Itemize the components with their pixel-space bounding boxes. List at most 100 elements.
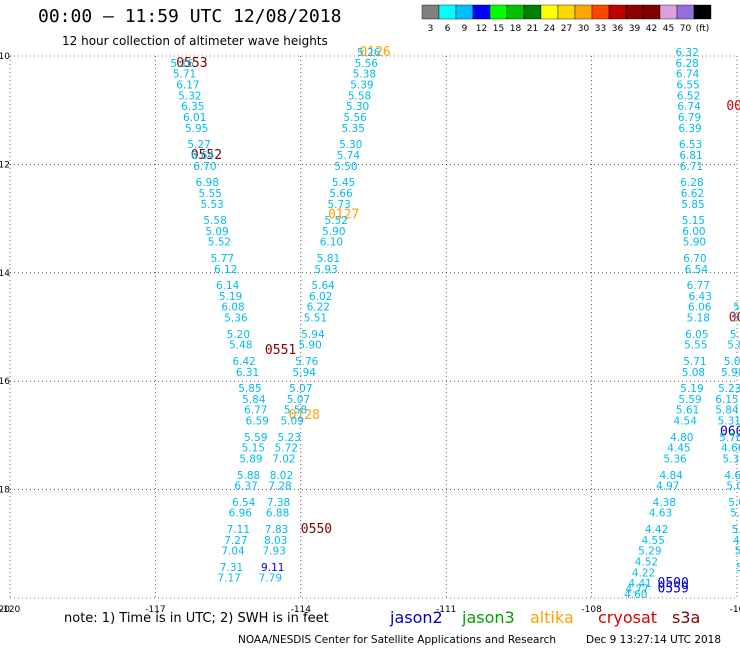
swh-value: 5.15 (682, 215, 705, 227)
swh-value: 5.39 (722, 454, 740, 466)
swh-value: 5.58 (284, 405, 307, 417)
colorbar-label: 3 (428, 24, 434, 34)
swh-value: 5.56 (343, 112, 367, 124)
swh-value: 5.48 (229, 340, 252, 352)
y-tick-label: -16 (0, 377, 10, 387)
pass-time-label: 0550 (301, 522, 332, 537)
swh-value: 5.84 (242, 394, 266, 406)
swh-value: 7.38 (267, 497, 290, 509)
swh-value: 6.28 (680, 177, 703, 189)
swh-value: 4.66 (721, 443, 740, 455)
swh-value: 5.08 (682, 367, 705, 379)
swh-value: 5.77 (211, 253, 234, 265)
colorbar-swatch (642, 4, 661, 20)
swh-value: 6.77 (687, 280, 710, 292)
swh-value: 5.31 (718, 416, 740, 428)
credit-text: NOAA/NESDIS Center for Satellite Applica… (238, 634, 556, 646)
swh-value: 6.05 (685, 329, 708, 341)
colorbar-label: 70 (680, 24, 692, 34)
swh-value: 4.77 (626, 584, 649, 596)
swh-value: 6.74 (677, 101, 701, 113)
swh-value: 6.43 (689, 291, 712, 303)
swh-value: 4.63 (649, 508, 672, 520)
x-tick-label: -10 (730, 605, 740, 615)
colorbar-label: 18 (510, 24, 522, 34)
swh-value: 7.17 (217, 573, 240, 585)
pass-time-label: 0559 (658, 582, 689, 597)
swh-value: 5.90 (683, 237, 706, 249)
colorbar-label: 21 (527, 24, 538, 34)
colorbar-label: 33 (595, 24, 606, 34)
swh-value: 5.90 (322, 226, 345, 238)
swh-value: 5.30 (346, 101, 369, 113)
swh-value: 4.45 (667, 443, 690, 455)
swh-value: 5.95 (185, 123, 208, 135)
x-tick-label: -114 (291, 605, 312, 615)
swh-value: 6.74 (676, 69, 700, 81)
swh-value: 5.93 (314, 264, 337, 276)
colorbar-swatch (574, 4, 593, 20)
swh-value: 5.29 (638, 546, 661, 558)
colorbar-swatch (489, 4, 508, 20)
swh-value: 6.64 (191, 150, 215, 162)
legend-altika: altika (530, 608, 574, 627)
swh-value: 5.13 (735, 546, 740, 558)
swh-value: 6.22 (307, 302, 330, 314)
swh-value: 6.81 (679, 150, 702, 162)
swh-value: 5.30 (339, 139, 362, 151)
swh-value: 5.35 (342, 123, 365, 135)
swh-value: 5.36 (663, 454, 687, 466)
swh-value: 5.85 (681, 199, 704, 211)
legend-s3a: s3a (672, 608, 701, 627)
swh-value: 7.11 (227, 524, 250, 536)
legend-jason3: jason3 (462, 608, 515, 627)
swh-value: 7.02 (272, 454, 295, 466)
pass-time-label: 0128 (289, 408, 320, 423)
render-timestamp: Dec 9 13:27:14 UTC 2018 (586, 634, 722, 646)
swh-value: 6.53 (679, 139, 702, 151)
pass-time-label: 0553 (176, 56, 207, 71)
swh-value: 7.28 (268, 481, 291, 493)
swh-value: 5.51 (304, 313, 327, 325)
swh-value: 6.62 (681, 188, 704, 200)
colorbar-label: 12 (476, 24, 487, 34)
swh-value: 5.19 (219, 291, 242, 303)
swh-value: 5.85 (238, 383, 261, 395)
pass-time-label: 0500 (658, 576, 689, 591)
swh-value: 5.52 (208, 237, 231, 249)
swh-value: 5.89 (239, 454, 262, 466)
swh-value: 5.76 (295, 356, 319, 368)
swh-value: 4.52 (635, 556, 658, 568)
swh-value: 5.76 (719, 432, 740, 444)
swh-value: 5.73 (327, 199, 350, 211)
swh-value: 6.70 (193, 161, 216, 173)
swh-value: 5.58 (348, 90, 371, 102)
colorbar-swatch (693, 4, 712, 20)
swh-value: 5.85 (732, 524, 740, 536)
swh-value: 5.89 (727, 340, 740, 352)
colorbar-label: 30 (578, 24, 590, 34)
swh-value: 5.23 (278, 432, 301, 444)
swh-value: 6.96 (229, 508, 253, 520)
pass-time-label: 0552 (191, 148, 222, 163)
swh-value: 5.09 (205, 226, 228, 238)
legend-jason2: jason2 (390, 608, 443, 627)
swh-value: 5.52 (325, 215, 348, 227)
swh-value: 4.59 (733, 535, 740, 547)
swh-value: 4.55 (642, 535, 665, 547)
swh-value: 4.38 (653, 497, 676, 509)
colorbar-swatch (523, 4, 542, 20)
swh-value: 5.38 (353, 69, 376, 81)
swh-value: 5.19 (680, 383, 703, 395)
swh-value: 5.94 (293, 367, 317, 379)
swh-value: 4.54 (674, 416, 698, 428)
swh-value: 6.42 (232, 356, 255, 368)
swh-value: 5.72 (275, 443, 298, 455)
swh-value: 6.98 (196, 177, 219, 189)
pass-time-label: 0127 (328, 208, 359, 223)
y-tick-label: -14 (0, 269, 10, 279)
colorbar-swatch (540, 4, 559, 20)
colorbar-swatch (625, 4, 644, 20)
colorbar-swatch (591, 4, 610, 20)
swh-value: 5.55 (684, 340, 707, 352)
